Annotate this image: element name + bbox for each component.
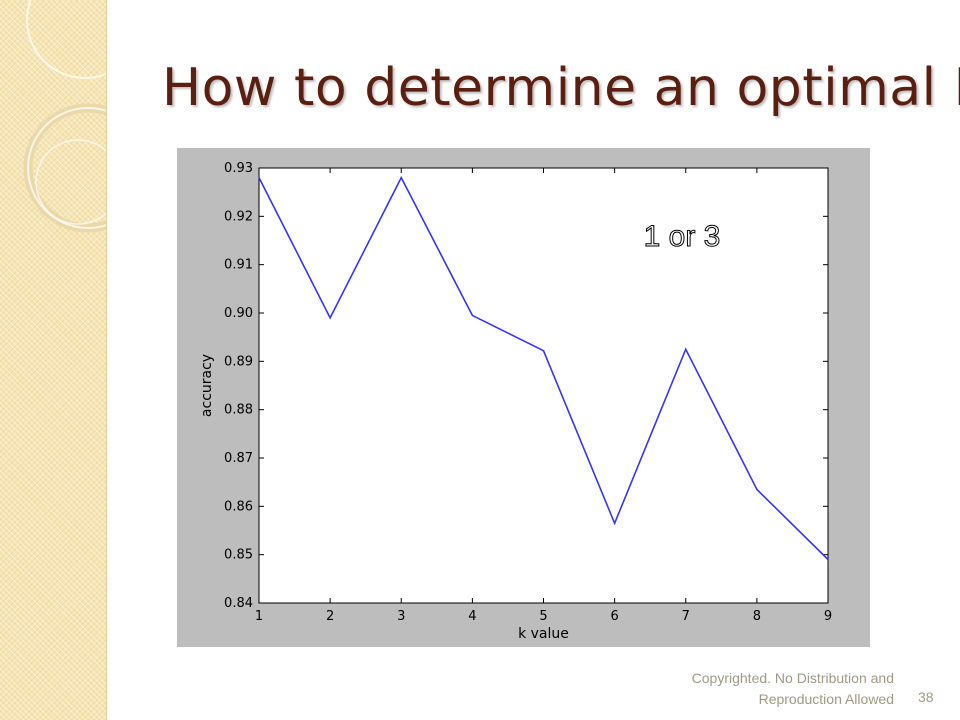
- page-number: 38: [918, 689, 934, 705]
- chart-frame: 0.84 0.85 0.86 0.87 0.88 0.89 0.90 0.91 0.92 0.93…: [177, 148, 870, 647]
- y-tick-label: 0.86: [224, 499, 253, 514]
- x-axis-label: k value: [518, 626, 569, 642]
- data-point: [827, 558, 829, 561]
- line-chart: 0.84 0.85 0.86 0.87 0.88 0.89 0.90 0.91 0.92 0.93…: [199, 161, 832, 642]
- x-tick-label: 4: [468, 609, 476, 624]
- copyright-line-1: Copyrighted. No Distribution and: [691, 670, 894, 686]
- y-tick-label: 0.91: [224, 258, 253, 273]
- y-tick-label: 0.88: [224, 403, 253, 418]
- y-tick-label: 0.85: [224, 548, 253, 563]
- x-tick-label: 6: [610, 609, 618, 624]
- y-tick-label: 0.89: [224, 354, 253, 369]
- x-tick-label: 7: [682, 609, 690, 624]
- x-tick-label: 2: [326, 609, 334, 624]
- decorative-side-strip: [0, 0, 107, 720]
- annotation-label: 1 or 3: [644, 220, 721, 253]
- plot-area: [258, 167, 829, 604]
- y-tick-label: 0.84: [224, 596, 253, 611]
- y-tick-label: 0.90: [224, 306, 253, 321]
- data-point: [471, 314, 474, 317]
- x-tick-label: 9: [824, 609, 832, 624]
- x-tick-label: 8: [753, 609, 761, 624]
- data-point: [756, 488, 758, 491]
- data-point: [542, 349, 545, 352]
- y-tick-label: 0.92: [224, 209, 253, 224]
- data-point: [258, 176, 260, 179]
- y-tick-label: 0.87: [224, 451, 253, 466]
- data-point: [684, 348, 687, 351]
- copyright-line-2: Reproduction Allowed: [758, 691, 894, 707]
- y-axis-label: accuracy: [199, 354, 215, 417]
- slide-title: How to determine an optimal K: [162, 58, 960, 118]
- copyright-note: Copyrighted. No Distribution and Reprodu…: [574, 668, 894, 710]
- x-tick-label: 3: [397, 609, 405, 624]
- x-tick-label: 1: [255, 609, 263, 624]
- data-point: [400, 176, 403, 179]
- y-tick-label: 0.93: [224, 161, 253, 176]
- decorative-rings: [23, 0, 106, 233]
- data-point: [613, 522, 616, 525]
- data-point: [329, 317, 331, 319]
- x-tick-label: 5: [539, 609, 547, 624]
